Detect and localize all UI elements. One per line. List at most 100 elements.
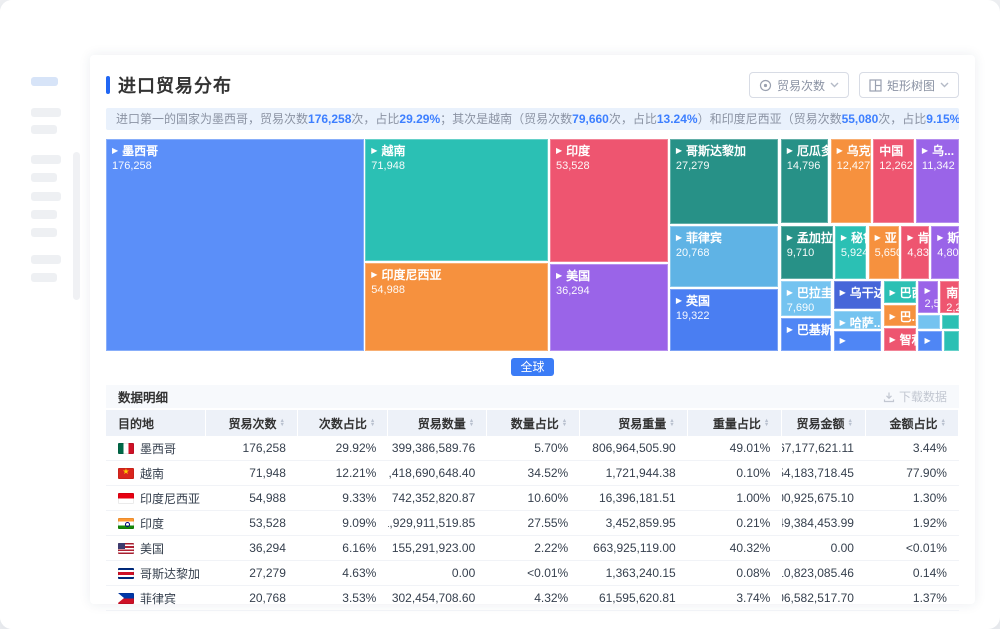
treemap-block-哈萨...[interactable]: ▶ 哈萨... bbox=[833, 311, 882, 329]
treemap-block-墨西哥[interactable]: ▶ 墨西哥 176,258 bbox=[106, 139, 364, 351]
summary-text: ；其次是越南（贸易次数 bbox=[440, 112, 573, 126]
column-header-label: 数量占比 bbox=[510, 416, 559, 431]
treemap-block-亚[interactable]: ▶ 亚 5,650 bbox=[868, 225, 900, 279]
sort-icon[interactable]: ▲ ▼ bbox=[468, 417, 475, 428]
global-scope-button[interactable]: 全球 bbox=[511, 358, 554, 376]
table-cell: 0.10% bbox=[736, 466, 771, 480]
summary-highlight-value: 55,080 bbox=[841, 112, 879, 126]
treemap-block[interactable]: ▶ bbox=[918, 330, 943, 351]
table-cell: 34.52% bbox=[527, 466, 569, 480]
title-accent-bar bbox=[106, 76, 110, 94]
sort-icon[interactable]: ▲ ▼ bbox=[279, 417, 285, 428]
treemap-block-斯[interactable]: ▶斯4,804 bbox=[931, 225, 959, 279]
treemap-block[interactable]: ▶ 2,5 bbox=[918, 281, 939, 314]
treemap-block-智利[interactable]: ▶智利 bbox=[883, 328, 917, 351]
treemap-block-name: 斯 bbox=[947, 230, 959, 245]
treemap-block-label: ▶ 印度 bbox=[556, 144, 662, 158]
column-header-重量占比[interactable]: 重量占比 ▲ ▼ bbox=[687, 410, 782, 436]
treemap-block-label: ▶ 巴拉圭 bbox=[787, 286, 832, 300]
sort-icon[interactable]: ▲ ▼ bbox=[369, 417, 376, 428]
table-body: 墨西哥 176,258 29.92% 399,386,589.76 5.70% 806,9… bbox=[106, 436, 959, 611]
table-cell: 9.33% bbox=[342, 491, 377, 505]
sort-icon[interactable]: ▲ ▼ bbox=[847, 417, 853, 428]
column-header-label: 重量占比 bbox=[712, 416, 761, 431]
treemap-block[interactable] bbox=[918, 315, 941, 329]
column-header-label: 贸易次数 bbox=[228, 416, 277, 431]
column-header-贸易金额[interactable]: 贸易金额 ▲ ▼ bbox=[782, 410, 865, 436]
treemap-block-印度[interactable]: ▶ 印度 53,528 bbox=[549, 139, 668, 262]
treemap-block-中国[interactable]: 中国 12,262 bbox=[873, 139, 914, 223]
treemap-block-菲律宾[interactable]: ▶ 菲律宾 20,768 bbox=[669, 225, 779, 287]
chart-type-dropdown[interactable]: 矩形树图 bbox=[858, 72, 959, 98]
treemap-block[interactable] bbox=[942, 315, 959, 329]
sort-icon[interactable]: ▲ ▼ bbox=[763, 417, 770, 428]
treemap-block-乌干达[interactable]: ▶ 乌干达 bbox=[833, 281, 882, 309]
treemap-block-name: 巴西 bbox=[899, 286, 917, 301]
table-cell: 0.08% bbox=[736, 566, 771, 580]
download-data-link[interactable]: 下载数据 bbox=[883, 388, 947, 405]
treemap-block-value: 9,710 bbox=[786, 246, 815, 259]
sort-icon[interactable]: ▲ ▼ bbox=[669, 417, 675, 428]
treemap-block-英国[interactable]: ▶ 英国 19,322 bbox=[669, 289, 779, 351]
scrollbar[interactable] bbox=[73, 152, 80, 300]
treemap-block-value: 27,279 bbox=[675, 160, 710, 172]
treemap-icon bbox=[869, 78, 882, 92]
metric-dropdown[interactable]: 贸易次数 bbox=[748, 72, 849, 98]
treemap-block[interactable]: ▶ bbox=[833, 330, 882, 351]
column-header-贸易重量[interactable]: 贸易重量 ▲ ▼ bbox=[580, 410, 687, 436]
table-cell: 176,258 bbox=[242, 441, 286, 455]
drilldown-arrow-icon: ▶ bbox=[889, 288, 896, 298]
table-cell: 2.22% bbox=[534, 541, 569, 555]
treemap-block[interactable] bbox=[944, 330, 959, 351]
table-cell: 3.74% bbox=[736, 591, 771, 605]
treemap-block-value: 19,322 bbox=[675, 310, 710, 323]
treemap-block-秘鲁[interactable]: ▶秘鲁5,924 bbox=[834, 225, 867, 279]
table-cell: 100,925,675.10 bbox=[782, 491, 854, 505]
sort-icon[interactable]: ▲ ▼ bbox=[940, 417, 946, 428]
header-controls: 贸易次数 矩形树图 bbox=[748, 72, 959, 98]
summary-text: ）和印度尼西亚（贸易次数 bbox=[697, 112, 842, 126]
treemap-block-越南[interactable]: ▶ 越南 71,948 bbox=[365, 139, 548, 261]
table-cell: 1,721,944.38 bbox=[605, 466, 676, 480]
table-row-美国: 美国 36,294 6.16% 155,291,923.00 2.22% 663,925,… bbox=[106, 536, 959, 561]
treemap-block-乌克兰[interactable]: ▶乌克兰 12,427 bbox=[830, 139, 872, 223]
sidebar-item bbox=[31, 210, 57, 219]
treemap-block-name: 墨西哥 bbox=[122, 144, 159, 158]
treemap-block-name: 哥斯达黎加 bbox=[685, 144, 746, 158]
column-header-次数占比[interactable]: 次数占比 ▲ ▼ bbox=[297, 410, 388, 436]
column-header-数量占比[interactable]: 数量占比 ▲ ▼ bbox=[487, 410, 580, 436]
chart-type-dropdown-label: 矩形树图 bbox=[886, 78, 935, 93]
treemap-block-哥斯达黎加[interactable]: ▶ 哥斯达黎加 27,279 bbox=[669, 139, 779, 224]
treemap-block-印度尼西亚[interactable]: ▶ 印度尼西亚 54,988 bbox=[365, 263, 548, 351]
drilldown-arrow-icon: ▶ bbox=[924, 286, 931, 296]
treemap-block-肯[interactable]: ▶肯4,836 bbox=[901, 225, 930, 279]
treemap-block-name: 巴... bbox=[899, 309, 917, 324]
treemap-block-美国[interactable]: ▶ 美国 36,294 bbox=[549, 264, 668, 351]
treemap-block-巴西[interactable]: ▶巴西 bbox=[883, 281, 917, 303]
treemap-block-南[interactable]: 南 2,2 bbox=[940, 281, 959, 314]
treemap-block-巴拉圭[interactable]: ▶ 巴拉圭 7,690 bbox=[780, 281, 832, 316]
treemap-block-巴基斯坦[interactable]: ▶巴基斯坦 bbox=[780, 318, 832, 351]
treemap-block-孟加拉国[interactable]: ▶孟加拉国9,710 bbox=[780, 225, 833, 279]
treemap-block-厄瓜多尔[interactable]: ▶厄瓜多尔 14,796 bbox=[780, 139, 829, 223]
column-header-金额占比[interactable]: 金额占比 ▲ ▼ bbox=[865, 410, 958, 436]
column-header-label: 金额占比 bbox=[889, 416, 938, 431]
table-cell: 6,054,183,718.45 bbox=[782, 466, 854, 480]
treemap-block-value: 176,258 bbox=[112, 160, 152, 172]
treemap-block-乌...[interactable]: ▶ 乌... 11,342 bbox=[915, 139, 959, 223]
summary-text: 次，占比 bbox=[351, 112, 400, 126]
treemap-block-巴...[interactable]: ▶巴... bbox=[883, 304, 917, 326]
treemap-block-name: 英国 bbox=[685, 294, 710, 309]
column-header-贸易次数[interactable]: 贸易次数 ▲ ▼ bbox=[205, 410, 297, 436]
sidebar-item bbox=[31, 228, 57, 237]
sort-icon[interactable]: ▲ ▼ bbox=[561, 417, 568, 428]
destination-name: 美国 bbox=[140, 541, 165, 556]
destination-cell: 印度尼西亚 bbox=[106, 486, 206, 510]
treemap-block-label: ▶ 墨西哥 bbox=[112, 144, 358, 158]
treemap-block-name: 孟加拉国 bbox=[796, 230, 833, 245]
column-header-贸易数量[interactable]: 贸易数量 ▲ ▼ bbox=[388, 410, 487, 436]
data-detail-section: 数据明细 下载数据 目的地 贸易次数 ▲ ▼ 次数占比 ▲ ▼ 贸易数量 ▲ ▼ 数量占比 ▲ ▼ 贸易重… bbox=[106, 385, 959, 611]
content-card: 进口贸易分布 贸易次数 bbox=[90, 55, 975, 611]
table-cell: 12.21% bbox=[335, 466, 377, 480]
table-cell: 0.00 bbox=[451, 566, 476, 580]
